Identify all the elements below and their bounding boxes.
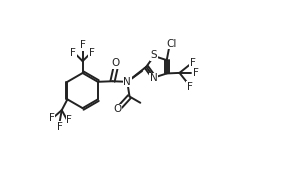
- Text: F: F: [89, 48, 95, 58]
- Text: F: F: [49, 113, 55, 123]
- Text: N: N: [123, 77, 131, 87]
- Text: F: F: [70, 48, 76, 58]
- Text: F: F: [190, 58, 196, 68]
- Text: S: S: [151, 50, 157, 60]
- Text: Cl: Cl: [167, 39, 177, 49]
- Text: F: F: [193, 68, 199, 78]
- Text: F: F: [57, 122, 63, 132]
- Text: N: N: [150, 73, 157, 83]
- Text: F: F: [80, 40, 86, 50]
- Text: O: O: [114, 104, 122, 114]
- Text: O: O: [112, 58, 120, 68]
- Text: F: F: [66, 115, 72, 125]
- Text: F: F: [187, 82, 193, 92]
